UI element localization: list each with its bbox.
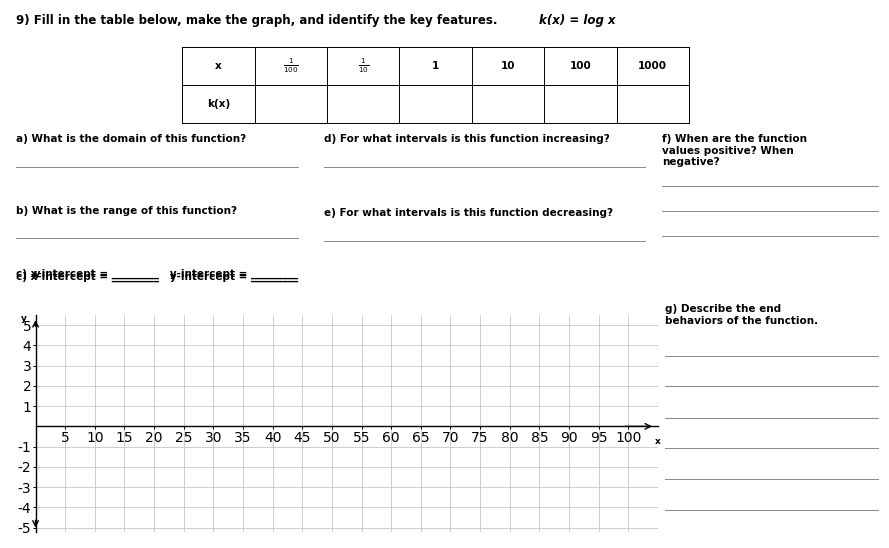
Text: c) x-intercept = _________   y-intercept = _________: c) x-intercept = _________ y-intercept =… [16,271,298,282]
Text: e) For what intervals is this function decreasing?: e) For what intervals is this function d… [324,208,613,218]
Text: 9) Fill in the table below, make the graph, and identify the key features.: 9) Fill in the table below, make the gra… [16,14,498,27]
Text: g) Describe the end
behaviors of the function.: g) Describe the end behaviors of the fun… [665,304,818,326]
Text: x: x [655,437,661,447]
Text: k(x): k(x) [207,99,230,109]
Text: x: x [215,61,222,71]
Text: $\frac{1}{10}$: $\frac{1}{10}$ [357,56,369,75]
Text: a) What is the domain of this function?: a) What is the domain of this function? [16,134,246,144]
Text: y: y [34,270,40,279]
Text: $\frac{1}{100}$: $\frac{1}{100}$ [283,56,299,75]
Text: d) For what intervals is this function increasing?: d) For what intervals is this function i… [324,134,610,144]
Text: f) When are the function
values positive? When
negative?: f) When are the function values positive… [662,134,807,168]
Text: 1: 1 [432,61,439,71]
Text: 1000: 1000 [638,61,668,71]
Text: 100: 100 [570,61,591,71]
Text: 10: 10 [501,61,516,71]
Text: c) x-intercept = _________   y-intercept = _________: c) x-intercept = _________ y-intercept =… [16,269,298,279]
Text: b) What is the range of this function?: b) What is the range of this function? [16,206,237,215]
Text: k(x) = log x: k(x) = log x [539,14,615,27]
Text: y: y [20,313,27,323]
